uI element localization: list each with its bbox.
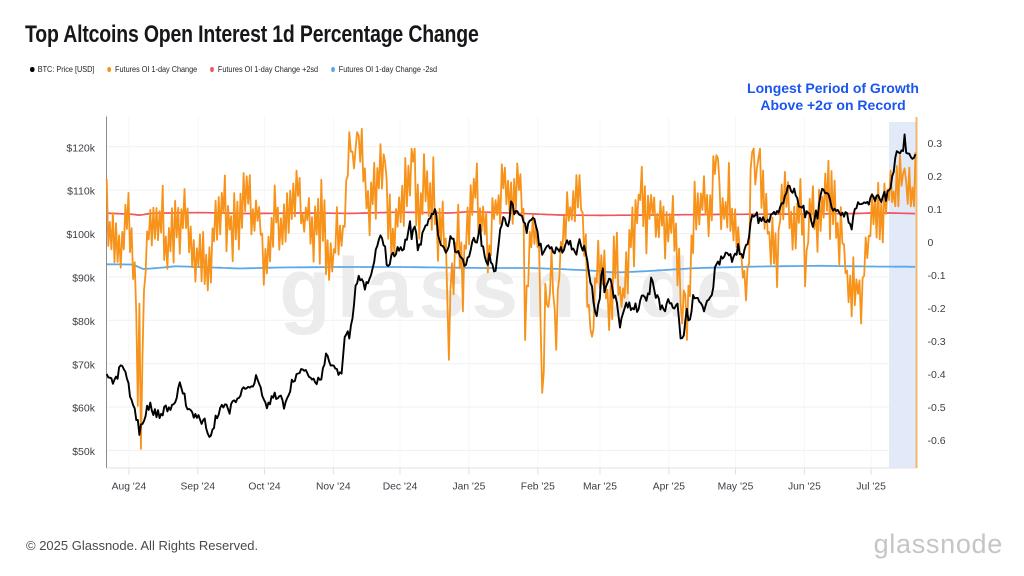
svg-text:0.1: 0.1 xyxy=(928,204,943,216)
svg-text:$80k: $80k xyxy=(72,316,96,328)
svg-text:-0.1: -0.1 xyxy=(928,270,946,282)
svg-text:Oct '24: Oct '24 xyxy=(248,482,281,493)
svg-text:Feb '25: Feb '25 xyxy=(521,482,555,493)
svg-text:Sep '24: Sep '24 xyxy=(180,482,215,493)
svg-text:$50k: $50k xyxy=(72,446,96,458)
svg-text:Jan '25: Jan '25 xyxy=(452,482,485,493)
svg-text:-0.2: -0.2 xyxy=(928,303,946,315)
svg-text:$100k: $100k xyxy=(66,229,95,241)
svg-text:Nov '24: Nov '24 xyxy=(316,482,351,493)
svg-text:-0.3: -0.3 xyxy=(928,336,946,348)
svg-text:0.2: 0.2 xyxy=(928,171,943,183)
svg-text:Jun '25: Jun '25 xyxy=(788,482,821,493)
svg-text:$120k: $120k xyxy=(66,142,95,154)
svg-text:-0.6: -0.6 xyxy=(928,435,946,447)
svg-text:$90k: $90k xyxy=(72,273,96,285)
svg-text:$70k: $70k xyxy=(72,359,96,371)
svg-text:Mar '25: Mar '25 xyxy=(583,482,617,493)
svg-text:-0.5: -0.5 xyxy=(928,402,946,414)
svg-text:0: 0 xyxy=(928,237,934,249)
svg-text:Dec '24: Dec '24 xyxy=(383,482,418,493)
svg-text:$110k: $110k xyxy=(67,186,96,198)
svg-text:-0.4: -0.4 xyxy=(928,369,946,381)
svg-text:Jul '25: Jul '25 xyxy=(856,482,886,493)
svg-text:$60k: $60k xyxy=(72,403,96,415)
svg-text:May '25: May '25 xyxy=(718,482,754,493)
svg-text:Apr '25: Apr '25 xyxy=(653,482,686,493)
svg-text:Aug '24: Aug '24 xyxy=(112,482,147,493)
svg-text:0.3: 0.3 xyxy=(928,138,943,150)
